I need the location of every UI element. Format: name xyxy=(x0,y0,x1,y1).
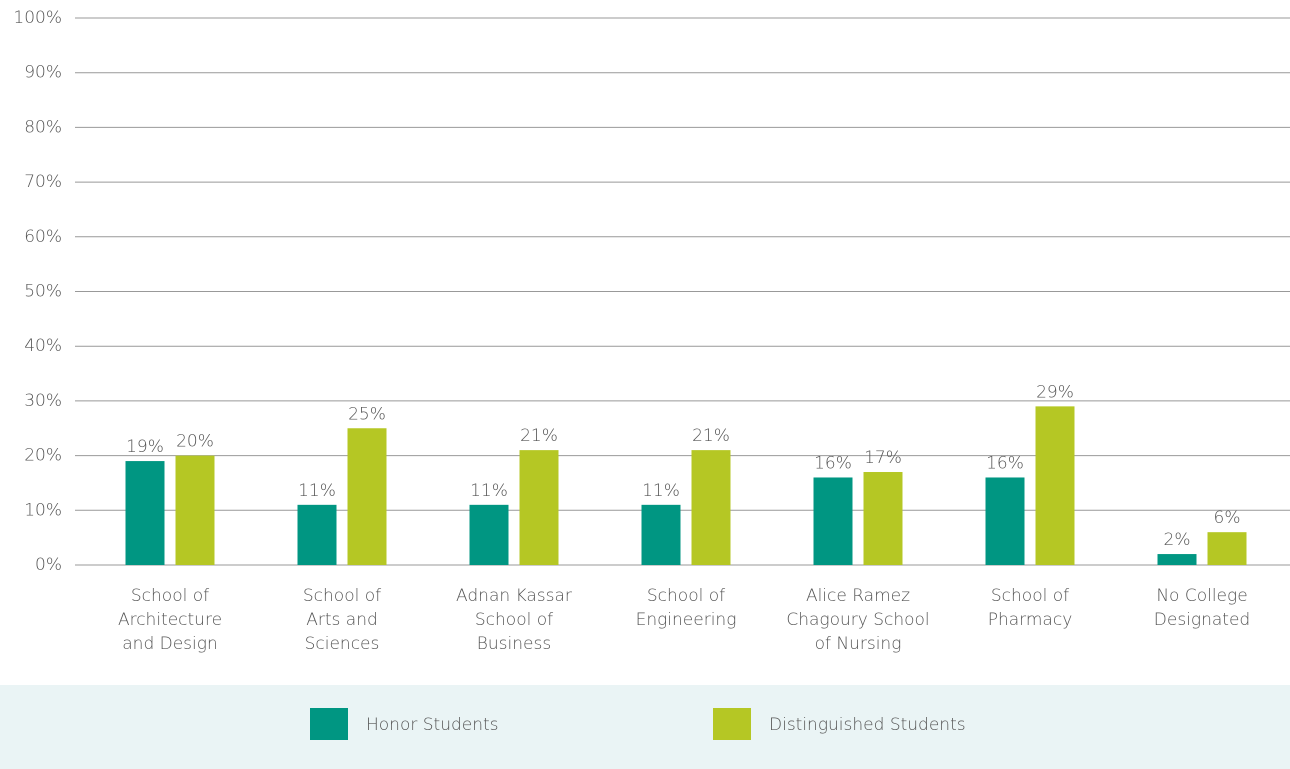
bar xyxy=(297,504,337,565)
y-tick-label: 20% xyxy=(24,446,62,466)
bar xyxy=(175,455,215,565)
data-label: 16% xyxy=(986,453,1024,473)
bar xyxy=(125,461,165,565)
x-tick-label: Adnan Kassar School of Business xyxy=(456,586,572,654)
legend-swatch xyxy=(713,708,751,740)
bar xyxy=(519,450,559,565)
x-tick-label: School of Engineering xyxy=(635,586,737,630)
bar xyxy=(641,504,681,565)
data-label: 19% xyxy=(126,437,164,457)
legend-swatch xyxy=(310,708,348,740)
x-tick-label: No College Designated xyxy=(1153,586,1251,630)
bar xyxy=(813,477,853,565)
data-label: 2% xyxy=(1164,530,1191,550)
bar xyxy=(1207,532,1247,565)
data-label: 29% xyxy=(1036,382,1074,402)
data-label: 11% xyxy=(298,481,336,501)
bar xyxy=(1157,554,1197,565)
x-tick-label: School of Arts and Sciences xyxy=(302,586,382,654)
y-tick-label: 90% xyxy=(24,63,62,83)
bar xyxy=(347,428,387,565)
legend-background xyxy=(0,685,1290,769)
bar xyxy=(1035,406,1075,565)
data-label: 21% xyxy=(692,426,730,446)
x-tick-label: Alice Ramez Chagoury School of Nursing xyxy=(786,586,930,654)
x-tick-label: School of Architecture and Design xyxy=(117,586,223,654)
bar xyxy=(469,504,509,565)
bar xyxy=(985,477,1025,565)
y-tick-label: 100% xyxy=(13,8,62,28)
x-tick-label: School of Pharmacy xyxy=(987,586,1073,630)
data-label: 17% xyxy=(864,448,902,468)
data-label: 6% xyxy=(1214,508,1241,528)
legend-label: Honor Students xyxy=(366,715,499,735)
y-tick-label: 80% xyxy=(24,117,62,137)
y-tick-label: 60% xyxy=(24,227,62,247)
y-tick-label: 50% xyxy=(24,282,62,302)
y-tick-label: 70% xyxy=(24,172,62,192)
bar xyxy=(863,472,903,565)
bar xyxy=(691,450,731,565)
data-label: 11% xyxy=(470,481,508,501)
data-label: 11% xyxy=(642,481,680,501)
data-label: 25% xyxy=(348,404,386,424)
data-label: 16% xyxy=(814,453,852,473)
data-label: 21% xyxy=(520,426,558,446)
data-label: 20% xyxy=(176,432,214,452)
legend-label: Distinguished Students xyxy=(769,715,966,735)
y-tick-label: 40% xyxy=(24,336,62,356)
y-tick-label: 10% xyxy=(24,500,62,520)
y-tick-label: 0% xyxy=(35,555,62,575)
y-tick-label: 30% xyxy=(24,391,62,411)
